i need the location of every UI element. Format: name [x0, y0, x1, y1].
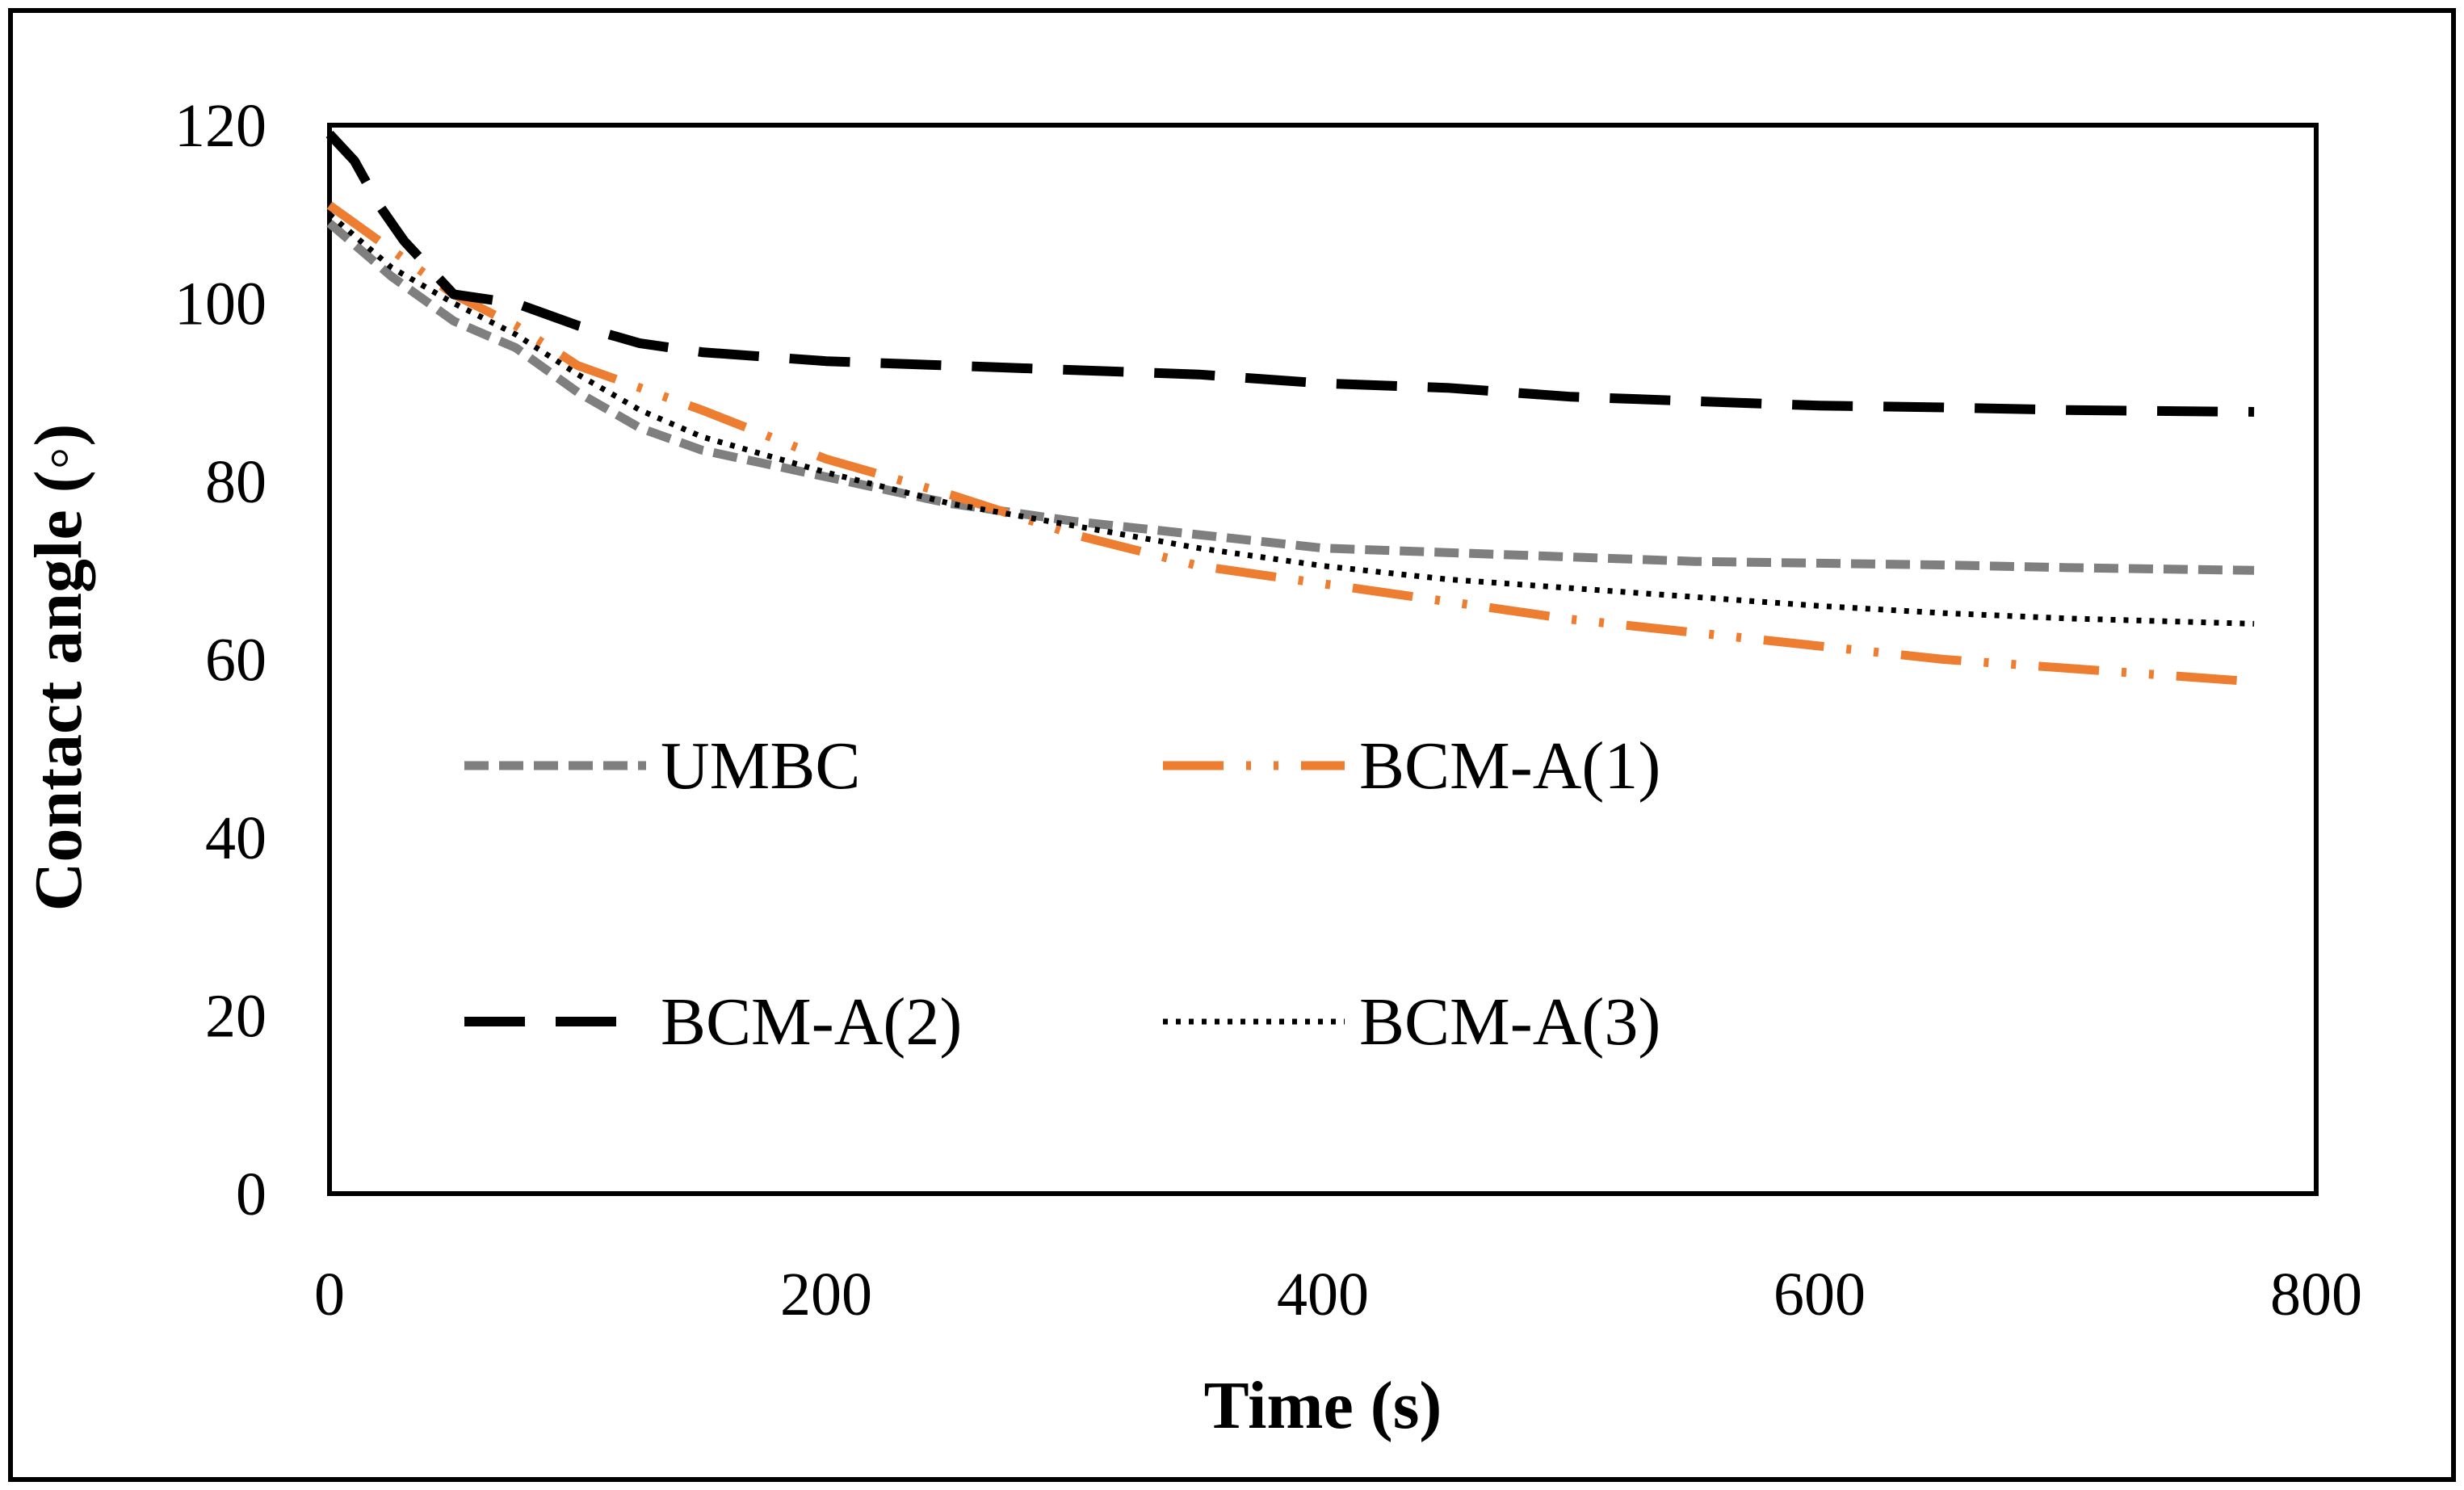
series-layer [325, 130, 2255, 686]
y-axis-title: Contact angle (◦) [21, 424, 96, 912]
x-tick-label: 200 [780, 1261, 872, 1328]
y-tick-label: 100 [174, 271, 267, 338]
x-tick-label: 0 [314, 1261, 345, 1328]
figure-border [8, 8, 2456, 1482]
legend: UMBC BCM-A(1) BCM-A(2) BCM-A(3) [464, 728, 1660, 1060]
series-line-umbc [326, 220, 2255, 575]
y-tick-label: 120 [174, 92, 267, 160]
legend-label: BCM-A(1) [1359, 728, 1660, 804]
x-axis-title: Time (s) [1204, 1368, 1442, 1443]
legend-label: BCM-A(3) [1359, 984, 1660, 1060]
series-line-bcm-a-2 [325, 130, 2255, 417]
y-tick-label: 80 [205, 448, 267, 516]
y-tick-label: 40 [205, 804, 267, 872]
y-axis-tick-labels: 0 20 40 60 80 100 120 [174, 92, 267, 1228]
legend-label: BCM-A(2) [661, 984, 962, 1060]
x-axis-tick-labels: 0 200 400 600 800 [314, 1261, 2362, 1328]
series-line-bcm-a-1 [326, 201, 2255, 686]
x-tick-label: 400 [1277, 1261, 1369, 1328]
y-tick-label: 0 [236, 1161, 267, 1228]
x-tick-label: 600 [1773, 1261, 1866, 1328]
legend-label: UMBC [661, 728, 860, 804]
plot-area-border [327, 123, 2319, 1196]
y-tick-label: 60 [205, 627, 267, 695]
series-line-bcm-a-3 [327, 212, 2255, 627]
y-tick-label: 20 [205, 983, 267, 1051]
x-tick-label: 800 [2270, 1261, 2362, 1328]
